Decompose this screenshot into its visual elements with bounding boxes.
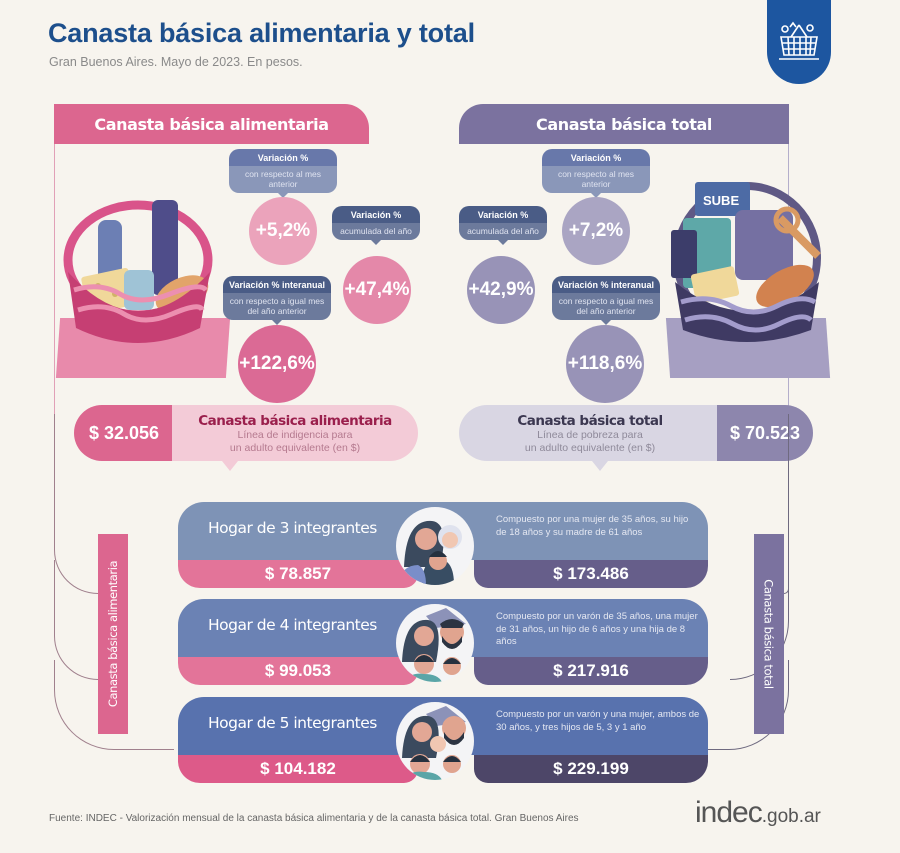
- cba-side-label-text: Canasta básica alimentaria: [106, 560, 120, 708]
- cba-summary-desc-2: un adulto equivalente (en $): [229, 442, 361, 454]
- logo-suffix: .gob.ar: [761, 806, 821, 827]
- family-5-icon: [402, 706, 466, 780]
- household-label: Hogar de 4 integrantes: [208, 616, 377, 634]
- callout-desc: acumulada del año: [332, 223, 420, 240]
- cba-summary-title: Canasta básica alimentaria: [198, 413, 392, 429]
- page-title: Canasta básica alimentaria y total: [48, 18, 475, 48]
- household-row-5: Hogar de 5 integrantes Compuesto por un …: [178, 697, 708, 783]
- callout-title: Variación %: [229, 149, 337, 166]
- cbt-var-year-callout: Variación % acumulada del año: [459, 206, 547, 245]
- cbt-adult-value: $ 70.523: [717, 405, 813, 461]
- cba-summary-desc-1: Línea de indigencia para: [237, 429, 353, 441]
- cbt-var-interannual-value: +118,6%: [566, 325, 644, 403]
- callout-title: Variación %: [542, 149, 650, 166]
- household-desc: Compuesto por un varón de 35 años, una m…: [496, 611, 698, 647]
- cba-var-interannual-value: +122,6%: [238, 325, 316, 403]
- family-avatar: [396, 507, 474, 585]
- cba-summary: $ 32.056 Canasta básica alimentaria Líne…: [74, 405, 418, 461]
- household-cba-value: $ 99.053: [178, 657, 418, 685]
- callout-desc: acumulada del año: [459, 223, 547, 240]
- food-basket-icon: [63, 200, 213, 343]
- shopping-basket-icon: [779, 21, 819, 60]
- household-desc: Compuesto por una mujer de 35 años, su h…: [496, 514, 689, 538]
- callout-desc: con respecto al mes anterior: [542, 166, 650, 193]
- page-subtitle: Gran Buenos Aires. Mayo de 2023. En peso…: [49, 55, 303, 69]
- callout-desc: con respecto a igual mes del año anterio…: [223, 293, 331, 320]
- cba-var-month-value: +5,2%: [249, 197, 317, 265]
- callout-desc: con respecto al mes anterior: [229, 166, 337, 193]
- cbt-side-label-text: Canasta básica total: [762, 579, 777, 689]
- household-row-4: Hogar de 4 integrantes Compuesto por un …: [178, 599, 708, 685]
- callout-desc: con respecto a igual mes del año anterio…: [552, 293, 660, 320]
- callout-title: Variación %: [459, 206, 547, 223]
- cbt-side-label: Canasta básica total: [754, 534, 784, 734]
- cba-side-label: Canasta básica alimentaria: [98, 534, 128, 734]
- cba-summary-box: Canasta básica alimentaria Línea de indi…: [172, 405, 418, 461]
- callout-title: Variación % interanual: [552, 276, 660, 293]
- family-avatar: [396, 604, 474, 682]
- callout-title: Variación % interanual: [223, 276, 331, 293]
- cba-var-year-value: +47,4%: [343, 256, 411, 324]
- cbt-summary-box: Canasta básica total Línea de pobreza pa…: [459, 405, 721, 461]
- indec-logo: indec.gob.ar: [695, 796, 821, 830]
- cbt-summary: Canasta básica total Línea de pobreza pa…: [459, 405, 835, 461]
- cba-var-year-callout: Variación % acumulada del año: [332, 206, 420, 245]
- callout-title: Variación %: [332, 206, 420, 223]
- household-row-3: Hogar de 3 integrantes Compuesto por una…: [178, 502, 708, 588]
- household-cba-value: $ 104.182: [178, 755, 418, 783]
- family-4-icon: [402, 608, 466, 682]
- cbt-summary-title: Canasta básica total: [517, 413, 663, 429]
- cba-frame-line: [54, 144, 55, 414]
- basket-badge: [767, 0, 831, 84]
- household-cbt-value: $ 173.486: [474, 560, 708, 588]
- household-label: Hogar de 3 integrantes: [208, 519, 377, 537]
- cbt-summary-desc-1: Línea de pobreza para: [537, 429, 643, 441]
- cbt-summary-pointer: [592, 461, 608, 471]
- svg-text:SUBE: SUBE: [703, 193, 739, 208]
- household-cbt-value: $ 229.199: [474, 755, 708, 783]
- cbt-var-interannual-callout: Variación % interanual con respecto a ig…: [552, 276, 660, 325]
- cba-var-month-callout: Variación % con respecto al mes anterior: [229, 149, 337, 198]
- cba-var-interannual-callout: Variación % interanual con respecto a ig…: [223, 276, 331, 325]
- household-cbt-value: $ 217.916: [474, 657, 708, 685]
- cbt-var-month-value: +7,2%: [562, 197, 630, 265]
- logo-main: indec: [695, 796, 763, 829]
- cbt-var-year-value: +42,9%: [467, 256, 535, 324]
- household-cba-value: $ 78.857: [178, 560, 418, 588]
- source-note: Fuente: INDEC - Valorización mensual de …: [49, 813, 579, 824]
- total-basket-icon: SUBE: [671, 182, 821, 342]
- cbt-summary-desc-2: un adulto equivalente (en $): [524, 442, 656, 454]
- family-3-icon: [396, 520, 462, 585]
- household-desc: Compuesto por un varón y una mujer, ambo…: [496, 709, 700, 733]
- cba-summary-pointer: [222, 461, 238, 471]
- household-label: Hogar de 5 integrantes: [208, 714, 377, 732]
- family-avatar: [396, 702, 474, 780]
- cbt-var-month-callout: Variación % con respecto al mes anterior: [542, 149, 650, 198]
- cbt-section-header: Canasta básica total: [459, 104, 789, 144]
- cba-section-header: Canasta básica alimentaria: [54, 104, 369, 144]
